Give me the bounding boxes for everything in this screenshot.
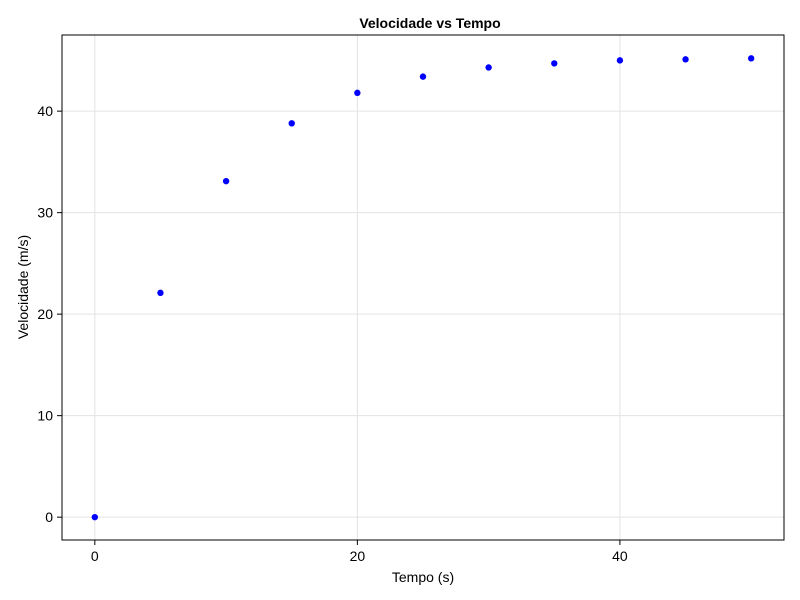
data-point bbox=[157, 289, 164, 297]
x-tick-label: 0 bbox=[91, 548, 99, 564]
data-point bbox=[616, 57, 624, 64]
data-point bbox=[91, 513, 99, 521]
x-axis-label: Tempo (s) bbox=[392, 569, 454, 585]
data-point bbox=[222, 177, 230, 185]
ticks: 0 20 40 0 10 20 30 40 bbox=[37, 103, 627, 564]
y-axis-label: Velocidade (m/s) bbox=[15, 235, 31, 339]
data-point bbox=[682, 56, 689, 63]
y-tick-label: 10 bbox=[37, 408, 53, 424]
x-tick-label: 20 bbox=[350, 548, 366, 564]
y-tick-label: 0 bbox=[45, 509, 53, 525]
data-point bbox=[485, 64, 492, 71]
data-points bbox=[91, 55, 755, 521]
y-tick-label: 40 bbox=[37, 103, 53, 119]
data-point bbox=[354, 89, 361, 97]
x-tick-label: 40 bbox=[612, 548, 628, 564]
data-point bbox=[419, 73, 427, 80]
plot-frame bbox=[61, 34, 785, 541]
data-point bbox=[747, 55, 755, 62]
y-tick-label: 20 bbox=[37, 306, 53, 322]
grid bbox=[62, 35, 784, 540]
data-point bbox=[288, 120, 295, 127]
data-point bbox=[551, 60, 558, 67]
chart-title: Velocidade vs Tempo bbox=[359, 15, 500, 31]
y-tick-label: 30 bbox=[37, 205, 53, 221]
